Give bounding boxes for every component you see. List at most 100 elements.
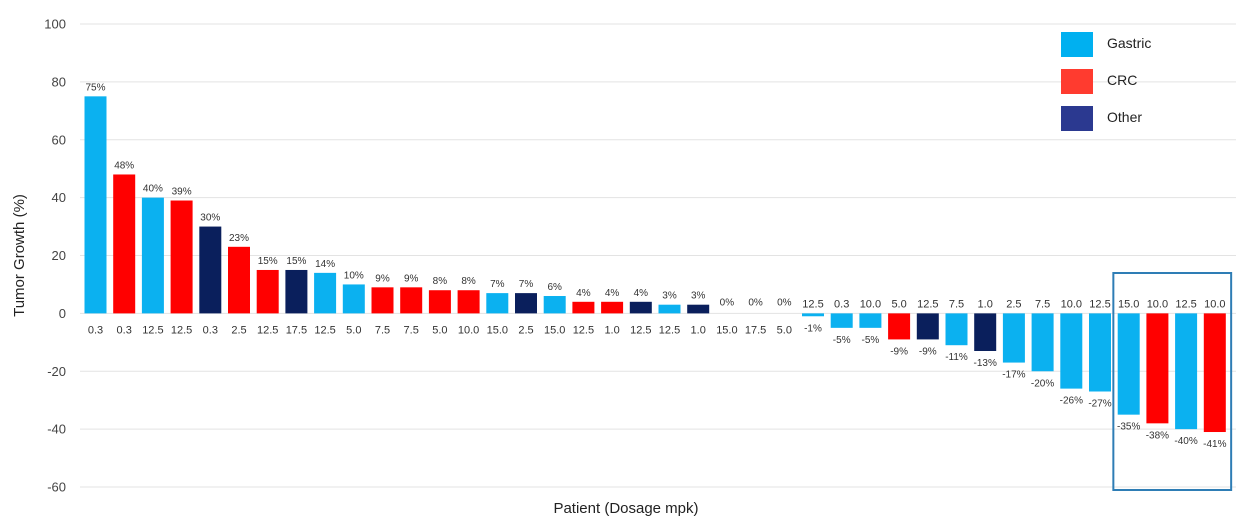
highlight-rect: [1112, 272, 1233, 491]
dose-label: 12.5: [1175, 298, 1196, 310]
dose-label: 15.0: [544, 324, 565, 336]
dose-label: 5.0: [346, 324, 361, 336]
bar: [486, 293, 509, 314]
bar: [1117, 313, 1140, 415]
dose-label: 12.5: [802, 298, 823, 310]
dose-label: 12.5: [257, 324, 278, 336]
bar: [400, 287, 423, 314]
value-label: 10%: [344, 270, 364, 281]
value-label: 0%: [720, 297, 735, 308]
dose-label: 0.3: [88, 324, 103, 336]
dose-label: 5.0: [432, 324, 447, 336]
bar: [543, 296, 566, 314]
bar: [84, 96, 107, 314]
dose-label: 10.0: [860, 298, 881, 310]
legend-swatch: [1061, 106, 1093, 131]
value-label: -11%: [945, 352, 968, 363]
dose-label: 10.0: [1061, 298, 1082, 310]
bar: [113, 174, 136, 314]
dose-label: 1.0: [604, 324, 619, 336]
bar: [859, 313, 882, 328]
dose-label: 5.0: [777, 324, 792, 336]
legend-swatch: [1061, 32, 1093, 57]
y-tick-label: 0: [59, 306, 66, 321]
dose-label: 7.5: [1035, 298, 1050, 310]
bar: [515, 293, 537, 314]
value-label: 7%: [490, 279, 505, 290]
bar: [1060, 313, 1083, 389]
bar: [1002, 313, 1025, 363]
dose-label: 7.5: [949, 298, 964, 310]
legend-label: CRC: [1107, 72, 1137, 88]
value-label: 75%: [85, 82, 105, 93]
value-label: 15%: [286, 256, 306, 267]
bar: [1203, 313, 1226, 433]
y-axis-ticks: 100 80 60 40 20 0 -20 -40 -60: [44, 17, 66, 495]
bar: [601, 301, 624, 314]
value-label: 0%: [777, 297, 792, 308]
bar: [256, 269, 279, 314]
dose-label: 5.0: [891, 298, 906, 310]
dose-label: 12.5: [659, 324, 680, 336]
bar: [228, 246, 250, 314]
dose-label: 12.5: [630, 324, 651, 336]
y-tick-label: -20: [47, 364, 66, 379]
value-label: 40%: [143, 184, 163, 195]
legend: Gastric CRC Other: [1061, 32, 1151, 131]
value-label: -1%: [804, 323, 822, 334]
dose-label: 17.5: [745, 324, 766, 336]
value-label: -38%: [1146, 430, 1169, 441]
bar: [888, 313, 911, 340]
legend-label: Gastric: [1107, 35, 1151, 51]
dose-label: 0.3: [203, 324, 218, 336]
value-label: 4%: [634, 288, 649, 299]
bar: [945, 313, 968, 346]
value-label: 3%: [662, 291, 677, 302]
value-label: 14%: [315, 259, 335, 270]
dose-label: 12.5: [142, 324, 163, 336]
bar: [1031, 313, 1054, 372]
dose-label: 10.0: [1204, 298, 1225, 310]
value-label: 0%: [748, 297, 763, 308]
bar: [572, 301, 595, 314]
x-axis-title: Patient (Dosage mpk): [553, 500, 698, 517]
value-label: -35%: [1117, 422, 1140, 433]
bar: [687, 304, 710, 314]
value-label: -20%: [1031, 378, 1054, 389]
dose-label: 17.5: [286, 324, 307, 336]
value-label: 6%: [547, 282, 562, 293]
value-label: -41%: [1203, 439, 1226, 450]
bar: [141, 197, 164, 314]
bar: [170, 200, 193, 314]
dose-label: 2.5: [231, 324, 246, 336]
bar: [371, 287, 394, 314]
bar: [830, 313, 853, 328]
y-tick-label: 80: [52, 74, 66, 89]
dose-label: 0.3: [834, 298, 849, 310]
value-label: 48%: [114, 160, 134, 171]
highlight-box: [1112, 272, 1233, 491]
value-label: -9%: [890, 346, 908, 357]
value-label: 30%: [200, 213, 220, 224]
dose-label: 12.5: [314, 324, 335, 336]
bar: [629, 301, 652, 314]
value-label: -40%: [1174, 436, 1197, 447]
legend-swatch: [1061, 69, 1093, 94]
bar: [1089, 313, 1111, 392]
value-label: 23%: [229, 233, 249, 244]
dose-label: 12.5: [573, 324, 594, 336]
bar: [916, 313, 939, 340]
bar: [199, 226, 222, 314]
y-axis-title: Tumor Growth (%): [11, 194, 28, 317]
dose-label: 15.0: [487, 324, 508, 336]
dose-label: 0.3: [117, 324, 132, 336]
dose-label: 10.0: [458, 324, 479, 336]
value-label: -17%: [1002, 370, 1025, 381]
value-label: 4%: [605, 288, 620, 299]
value-label: 3%: [691, 291, 706, 302]
y-tick-label: 60: [52, 132, 66, 147]
dose-label: 1.0: [691, 324, 706, 336]
dose-label: 15.0: [716, 324, 737, 336]
value-labels: 75% 48% 40% 39% 30% 23% 15% 15% 14% 10% 9% 9% 8% 8% 7%…: [85, 82, 1226, 450]
y-tick-label: 100: [44, 17, 66, 32]
